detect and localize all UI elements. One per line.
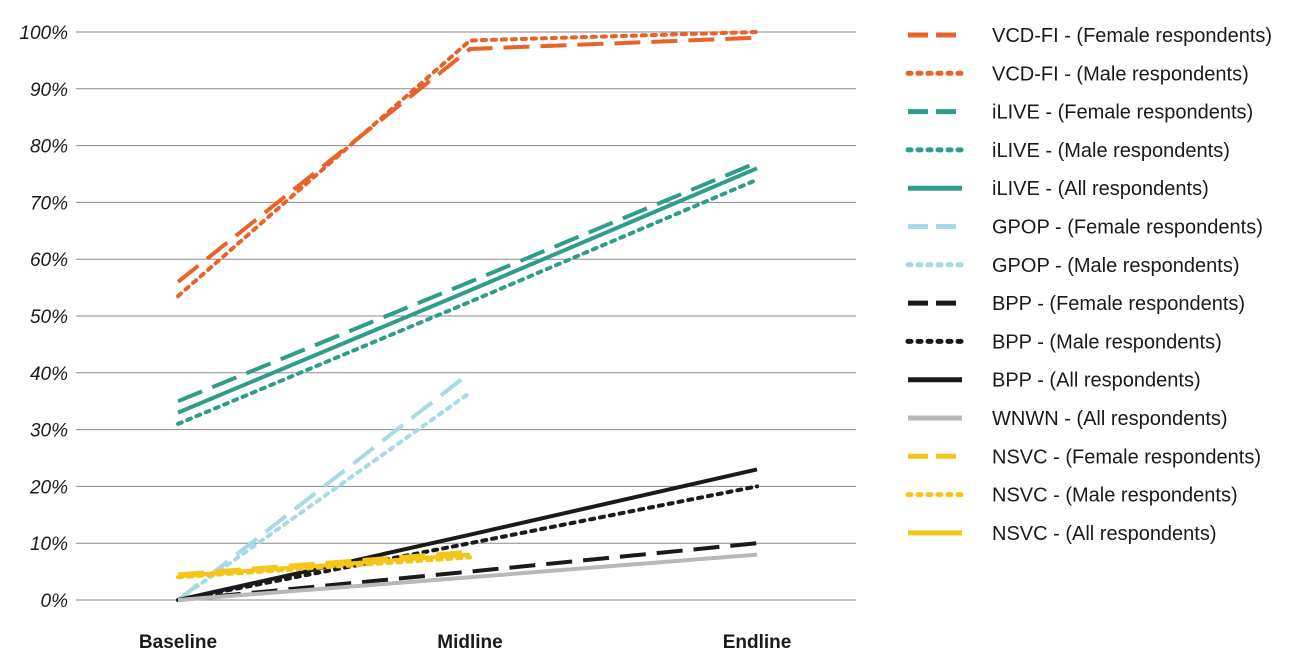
- series-line-9: [177, 467, 758, 602]
- legend-label: NSVC - (Male respondents): [992, 485, 1238, 507]
- legend-label: VCD-FI - (Female respondents): [992, 25, 1272, 47]
- x-tick-label: Baseline: [139, 632, 217, 652]
- legend-label: GPOP - (Female respondents): [992, 217, 1263, 239]
- gridlines: [76, 31, 856, 601]
- y-tick-label: 90%: [30, 80, 68, 101]
- y-tick-label: 20%: [29, 477, 68, 498]
- legend-label: WNWN - (All respondents): [992, 408, 1228, 430]
- x-tick-label: Endline: [723, 632, 792, 652]
- series-line-2: [177, 160, 758, 404]
- y-tick-label: 40%: [30, 364, 68, 385]
- legend-label: iLIVE - (All respondents): [992, 178, 1209, 200]
- y-tick-label: 30%: [30, 421, 68, 442]
- x-tick-label: Midline: [437, 632, 502, 652]
- series-line-13: [177, 552, 471, 579]
- series-line-1: [176, 30, 759, 299]
- legend-label: NSVC - (All respondents): [992, 523, 1217, 545]
- series-line-10: [177, 552, 758, 602]
- y-tick-label: 10%: [30, 534, 68, 555]
- series-line-5: [176, 371, 472, 602]
- legend-label: BPP - (All respondents): [992, 370, 1201, 392]
- legend-label: NSVC - (Female respondents): [992, 446, 1261, 468]
- series-lines: [176, 30, 759, 602]
- legend-label: GPOP - (Male respondents): [992, 255, 1240, 277]
- legend-label: BPP - (Female respondents): [992, 293, 1245, 315]
- legend: VCD-FI - (Female respondents) VCD-FI - (M…: [905, 25, 1272, 545]
- x-axis-ticks: Baseline Midline Endline: [139, 632, 791, 652]
- y-tick-label: 70%: [30, 193, 68, 214]
- y-tick-label: 60%: [30, 250, 68, 271]
- series-line-4: [177, 166, 758, 415]
- y-tick-label: 0%: [41, 591, 69, 612]
- legend-label: iLIVE - (Female respondents): [992, 102, 1253, 124]
- y-tick-label: 100%: [19, 23, 68, 44]
- y-tick-label: 80%: [30, 137, 68, 158]
- legend-label: VCD-FI - (Male respondents): [992, 63, 1249, 85]
- series-line-6: [176, 390, 472, 602]
- series-line-3: [176, 177, 759, 426]
- legend-label: iLIVE - (Male respondents): [992, 140, 1230, 162]
- series-line-0: [176, 35, 758, 284]
- legend-label: BPP - (Male respondents): [992, 331, 1222, 353]
- y-axis-ticks: 0% 10% 20% 30% 40% 50% 60% 70% 80% 90% 100%: [19, 23, 68, 612]
- series-line-8: [176, 484, 759, 602]
- y-tick-label: 50%: [30, 307, 68, 328]
